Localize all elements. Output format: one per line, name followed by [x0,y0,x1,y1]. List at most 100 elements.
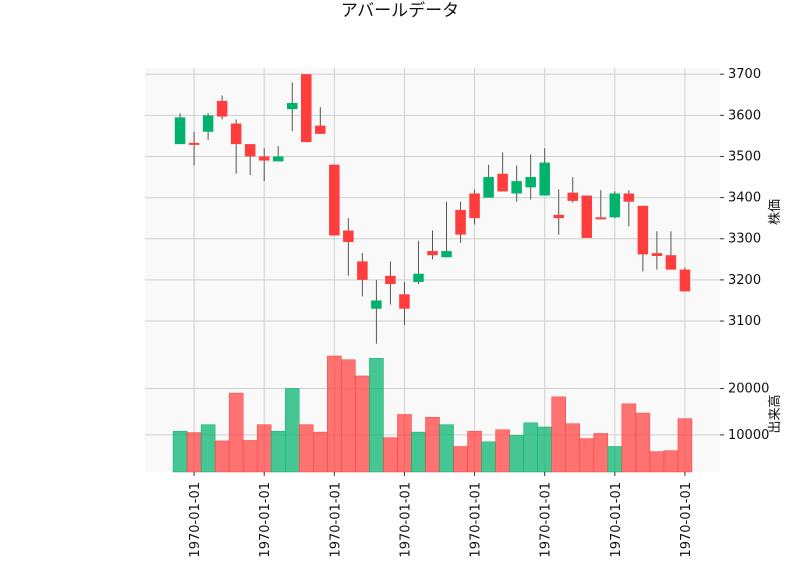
volume-bar [214,440,230,473]
candle-body [539,162,550,196]
candle-body [244,144,256,157]
volume-bar [523,422,538,473]
candle-body [399,294,410,309]
candle-body [637,205,649,255]
candle-body [665,255,677,270]
volume-bar [200,424,216,473]
candle-body [230,123,242,145]
volume-tick-labels: 10000 20000 [720,381,769,443]
x-tick-label: 1970-01-01 [398,482,413,558]
x-tick-label: 1970-01-01 [469,482,484,558]
volume-bar [341,359,356,473]
price-tick-label: 3100 [728,314,761,329]
candle-body [343,230,354,243]
candle-body [272,156,284,162]
volume-bar [242,440,258,473]
volume-axis-label: 出来高 [767,394,783,433]
volume-bar [411,431,426,473]
candle-body [329,164,340,236]
volume-bar [186,432,202,473]
candle-body [301,74,312,143]
candle-body [525,177,536,188]
price-tick-label: 3700 [728,67,761,82]
candle-body [511,181,522,194]
price-tick-label: 3500 [728,149,761,164]
volume-bar [453,446,468,473]
candle-body [567,192,579,201]
price-tick-label: 3600 [728,108,761,123]
volume-bar [621,403,637,473]
volume-bar [369,358,384,473]
volume-bar [172,430,188,473]
volume-bar [551,396,566,473]
candle-body [188,142,200,145]
candle-body [455,209,466,235]
volume-bar [270,430,286,473]
candle-body [553,214,564,219]
volume-bar [397,414,412,473]
volume-bars [172,355,693,473]
volume-bar [256,424,272,473]
volume-bar [565,423,581,473]
candle-body [609,193,621,218]
volume-tick-label: 20000 [728,381,769,396]
price-tick-label: 3200 [728,273,761,288]
x-tick-label: 1970-01-01 [328,482,343,558]
volume-bar [509,435,524,473]
volume-bar [537,426,552,473]
candle-body [441,251,452,258]
candle-body [174,117,186,145]
volume-bar [439,424,454,473]
volume-tick-label: 10000 [728,428,769,443]
price-candles [174,74,691,344]
volume-bar [313,431,328,473]
candle-body [315,125,326,134]
x-tick-label: 1970-01-01 [188,482,203,558]
volume-bar [635,412,651,473]
candle-body [581,195,593,238]
volume-bar [649,451,665,473]
candle-body [371,300,382,309]
volume-bar [467,430,482,473]
volume-bar [607,446,623,473]
price-tick-labels: 3100 3200 3300 3400 3500 3600 3700 [720,67,761,329]
price-tick-label: 3400 [728,191,761,206]
volume-bar [579,438,595,473]
price-panel-background [145,68,720,356]
candle-body [413,273,424,282]
volume-bar [327,355,342,473]
x-tick-label: 1970-01-01 [679,482,694,558]
candle-body [427,251,438,256]
x-tick-labels: 1970-01-01 1970-01-01 1970-01-01 1970-01-01… [188,472,694,558]
price-tick-label: 3300 [728,232,761,247]
volume-bar [228,392,244,473]
volume-bar [355,375,370,473]
candle-body [651,253,663,257]
volume-bar [495,429,510,473]
chart-title: アバールデータ [341,0,459,21]
volume-bar [425,416,440,473]
volume-bar [677,418,693,473]
volume-bar [383,437,398,473]
volume-bar [299,424,314,473]
price-axis-label: 株価 [768,199,783,225]
candle-body [623,193,635,202]
candle-body [286,102,298,110]
volume-bar [663,450,679,473]
candle-body [258,156,270,161]
candle-body [595,217,607,220]
x-tick-label: 1970-01-01 [258,482,273,558]
candle-body [497,173,508,192]
candle-body [385,275,396,284]
candle-body [679,269,691,292]
candle-body [469,193,480,219]
x-tick-label: 1970-01-01 [609,482,624,558]
volume-bar [593,433,609,473]
candle-body [202,115,214,132]
candle-body [483,177,494,198]
x-tick-label: 1970-01-01 [539,482,554,558]
candle-body [216,100,228,117]
volume-bar [481,441,496,473]
volume-bar [284,388,300,473]
